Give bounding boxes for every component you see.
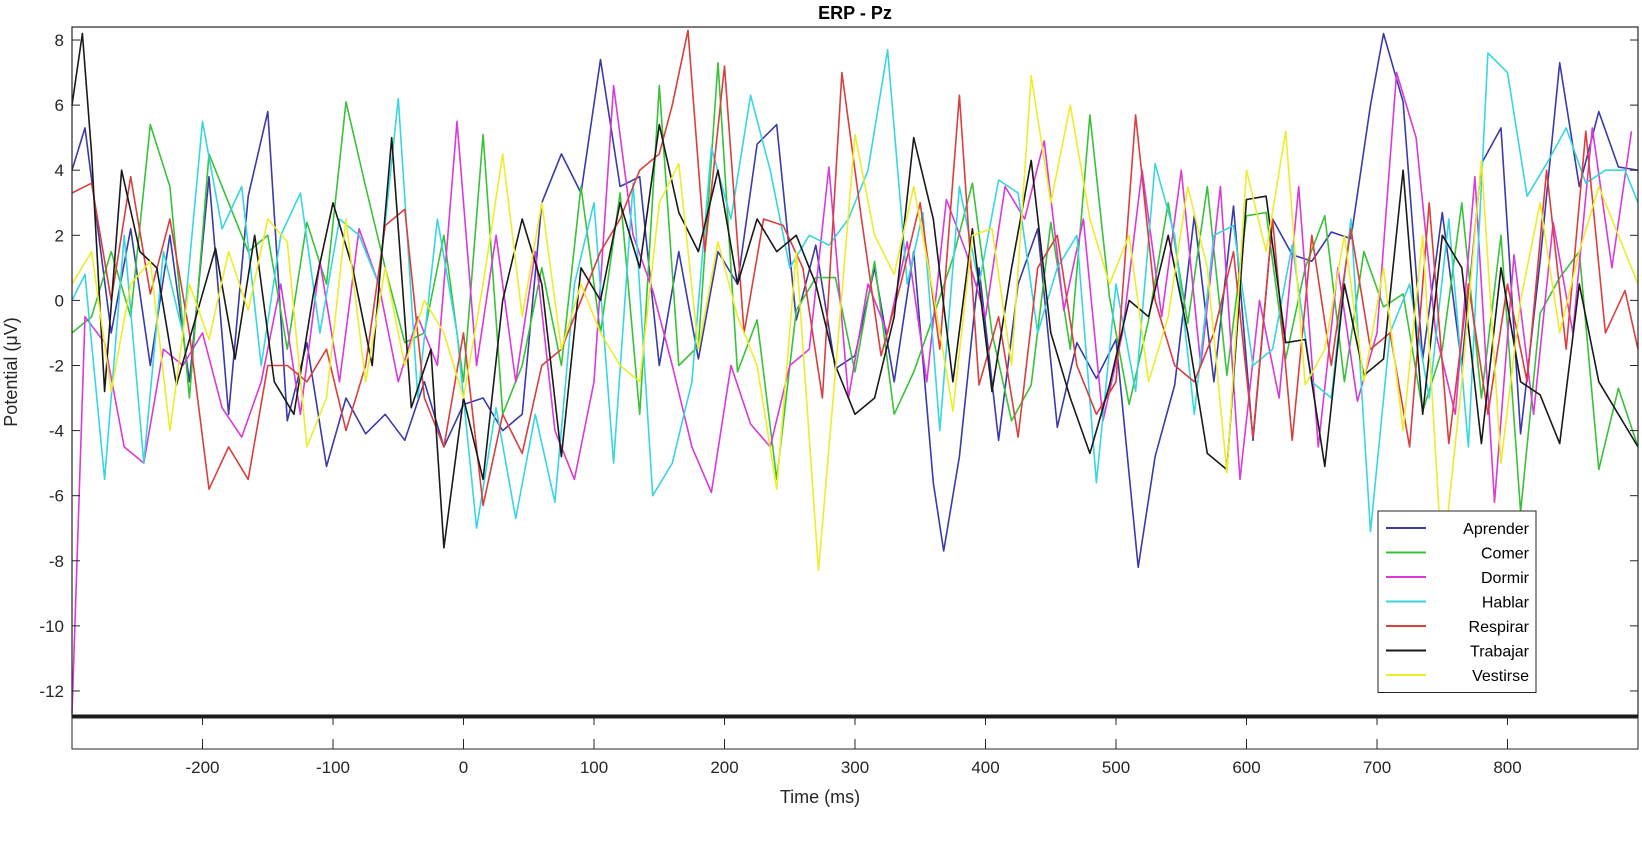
y-tick-label: 2 (55, 226, 64, 245)
legend: Aprender Comer Dormir Hablar Respirar Trabaja… (1377, 510, 1537, 693)
x-axis-title: Time (ms) (780, 787, 860, 807)
y-tick-label: -4 (49, 422, 64, 441)
x-tick-label: 0 (459, 758, 468, 777)
y-tick-label: -6 (49, 487, 64, 506)
legend-label-vestirse: Vestirse (1472, 668, 1529, 685)
x-tick-label: -100 (316, 758, 350, 777)
series-line-aprender (71, 32, 1639, 569)
series-line-vestirse (71, 75, 1639, 572)
x-tick-label: 700 (1363, 758, 1391, 777)
x-tick-label: 200 (710, 758, 738, 777)
legend-label-comer: Comer (1481, 546, 1530, 563)
series-line-respirar (71, 29, 1639, 507)
x-tick-label: 400 (971, 758, 999, 777)
y-tick-label: -10 (39, 617, 64, 636)
legend-label-dormir: Dormir (1481, 570, 1530, 587)
tick-layer: -200 -100 0 100 200 300 400 500 600 700 800 8 6 4 2 0 -2… (39, 31, 1638, 777)
y-tick-label: -8 (49, 552, 64, 571)
x-tick-label: 100 (580, 758, 608, 777)
series-layer (71, 29, 1639, 714)
y-tick-label: 6 (55, 96, 64, 115)
y-tick-label: 0 (55, 291, 64, 310)
y-tick-label: 4 (55, 161, 64, 180)
x-tick-label: 600 (1232, 758, 1260, 777)
legend-label-respirar: Respirar (1469, 619, 1530, 636)
chart-title: ERP - Pz (818, 3, 892, 23)
legend-label-trabajar: Trabajar (1470, 644, 1530, 661)
legend-label-hablar: Hablar (1482, 595, 1530, 612)
x-tick-label: -200 (185, 758, 219, 777)
series-line-comer (71, 61, 1639, 513)
y-tick-label: -12 (39, 682, 64, 701)
y-axis-title: Potential (μV) (1, 317, 21, 426)
legend-label-aprender: Aprender (1463, 521, 1529, 538)
y-tick-label: -2 (49, 356, 64, 375)
x-tick-label: 800 (1493, 758, 1521, 777)
x-tick-label: 500 (1102, 758, 1130, 777)
y-tick-label: 8 (55, 31, 64, 50)
x-tick-label: 300 (841, 758, 869, 777)
